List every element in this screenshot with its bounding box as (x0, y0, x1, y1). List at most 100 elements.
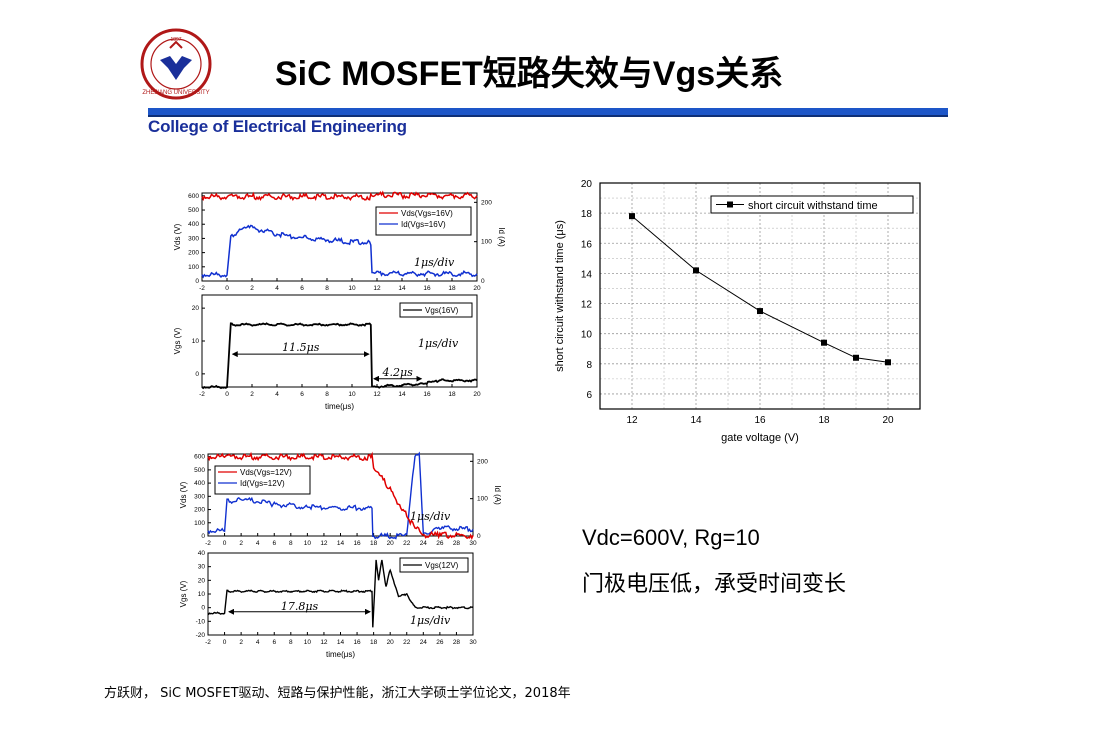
x-tick-label: 10 (304, 540, 312, 547)
series-vds-vgs12 (207, 451, 474, 541)
legend-box (375, 206, 472, 236)
x-tick-label: 28 (453, 540, 461, 547)
x-tick-label: 18 (370, 639, 378, 646)
duration-label: 11.5μs (282, 341, 320, 354)
x-tick-label: 24 (420, 639, 428, 646)
y-tick-label: 40 (198, 550, 206, 557)
y-tick-label: 600 (194, 454, 205, 461)
y-axis-label: short circuit withstand time (μs) (554, 220, 566, 372)
x-tick-label: 20 (387, 639, 395, 646)
x-tick-label: 18 (448, 391, 456, 398)
x-tick-label: -2 (205, 540, 211, 547)
y2-tick-label: 200 (477, 458, 488, 465)
legend-label: Vds(Vgs=16V) (401, 209, 453, 218)
y-tick-label: 30 (198, 564, 206, 571)
series-vgs12 (207, 559, 474, 628)
y-tick-label: 0 (195, 371, 199, 378)
y-tick-label: 16 (581, 239, 593, 250)
x-tick-label: 2 (239, 639, 243, 646)
y-axis-label: Vgs (V) (173, 327, 182, 354)
waveform-chart-vgs12: -2 0 2 4 6 8 10 12 14 16 18 20 22 24 26 28 3001002003004… (179, 451, 502, 659)
x-tick-label: 14 (398, 391, 406, 398)
x-tick-label: -2 (205, 639, 211, 646)
test-conditions: Vdc=600V, Rg=10 (582, 525, 760, 550)
y-tick-label: 0 (201, 533, 205, 540)
x-tick-label: 26 (436, 639, 444, 646)
college-name: College of Electrical Engineering (148, 117, 407, 136)
x-tick-label: 4 (256, 540, 260, 547)
y-tick-label: 300 (194, 493, 205, 500)
x-tick-label: 26 (436, 540, 444, 547)
x-tick-label: 24 (420, 540, 428, 547)
x-axis-label: gate voltage (V) (721, 432, 799, 444)
x-tick-label: 12 (626, 415, 638, 426)
data-point (821, 339, 827, 346)
x-tick-label: 4 (275, 285, 279, 292)
x-tick-label: 8 (325, 391, 329, 398)
y-tick-label: 8 (586, 360, 592, 371)
time-div-label: 1μs/div (418, 337, 459, 350)
x-tick-label: 30 (469, 639, 477, 646)
logo-year: 1897 (170, 37, 181, 43)
withstand-time-chart: 12 14 16 18 20 6 8 10 12 14 16 18 20 gate voltage (V)… (554, 179, 921, 444)
y-tick-label: 100 (194, 520, 205, 527)
y2-axis-label: Id (A) (497, 227, 506, 247)
y-tick-label: 500 (188, 207, 199, 214)
time-div-label: 1μs/div (410, 510, 451, 523)
x-tick-label: 20 (882, 415, 894, 426)
data-point (853, 354, 859, 361)
y-axis-label: Vgs (V) (179, 580, 188, 607)
y-tick-label: 20 (198, 577, 206, 584)
y-tick-label: 20 (581, 179, 593, 190)
y2-tick-label: 0 (477, 533, 481, 540)
x-tick-label: 10 (304, 639, 312, 646)
x-tick-label: 20 (473, 391, 481, 398)
legend-marker (727, 201, 733, 208)
x-tick-label: 4 (275, 391, 279, 398)
y-tick-label: 600 (188, 193, 199, 200)
y2-axis-label: Id (A) (493, 485, 502, 505)
data-point (693, 267, 699, 274)
citation-footer: 方跃财， SiC MOSFET驱动、短路与保护性能，浙江大学硕士学位论文，201… (104, 686, 571, 701)
x-tick-label: 12 (320, 639, 328, 646)
legend-label: Vds(Vgs=12V) (240, 468, 292, 477)
legend-box (399, 557, 469, 573)
x-axis-label: time(μs) (325, 402, 354, 411)
x-tick-label: 20 (387, 540, 395, 547)
series-id-vgs12 (207, 451, 474, 540)
x-tick-label: 14 (337, 639, 345, 646)
x-tick-label: 6 (300, 285, 304, 292)
y-tick-label: 200 (194, 507, 205, 514)
y-tick-label: 12 (581, 300, 593, 311)
y-tick-label: 10 (192, 338, 200, 345)
x-tick-label: -2 (199, 391, 205, 398)
legend-box (214, 465, 311, 495)
y-tick-label: 300 (188, 235, 199, 242)
x-tick-label: 16 (423, 285, 431, 292)
duration-label: 4.2μs (381, 366, 413, 379)
x-tick-label: 18 (448, 285, 456, 292)
y2-tick-label: 200 (481, 199, 492, 206)
legend-label: Vgs(12V) (425, 561, 459, 570)
y-tick-label: 14 (581, 269, 593, 280)
y-tick-label: 6 (586, 390, 592, 401)
series-vgs16 (201, 322, 478, 390)
data-point (629, 213, 635, 220)
legend-label: Id(Vgs=12V) (240, 479, 285, 488)
time-div-label: 1μs/div (410, 614, 451, 627)
series-id-vgs16 (201, 224, 478, 279)
x-tick-label: 16 (353, 639, 361, 646)
x-tick-label: 18 (370, 540, 378, 547)
x-tick-label: 0 (225, 285, 229, 292)
y-axis-label: Vds (V) (173, 223, 182, 250)
x-tick-label: 0 (223, 639, 227, 646)
x-tick-label: 6 (272, 540, 276, 547)
y-tick-label: -20 (196, 632, 206, 639)
x-tick-label: 18 (818, 415, 830, 426)
duration-label: 17.8μs (281, 600, 319, 613)
plot-frame (201, 192, 478, 282)
logo-text: ZHEJIANG UNIVERSITY (142, 90, 209, 96)
title-divider-bar (148, 108, 948, 115)
y-tick-label: 0 (195, 278, 199, 285)
x-tick-label: 0 (225, 391, 229, 398)
